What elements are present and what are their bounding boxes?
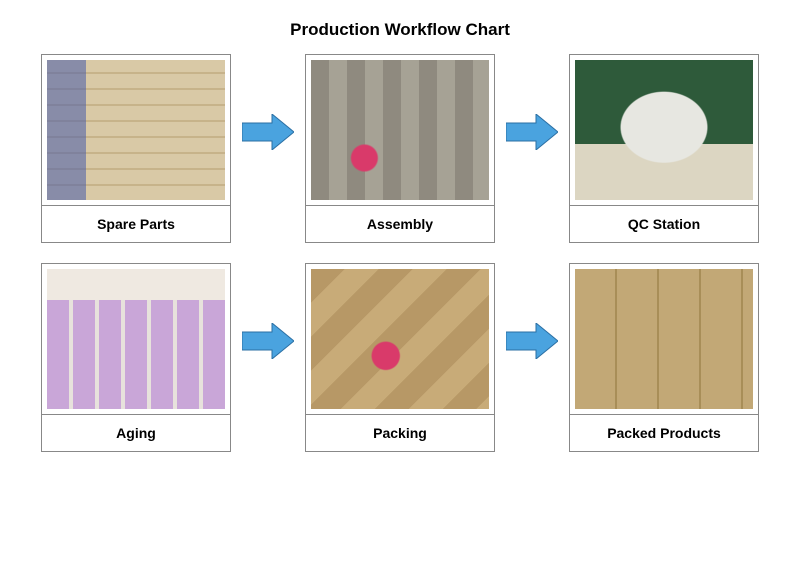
- packing-photo: [311, 269, 489, 409]
- arrow-right-icon: [506, 323, 558, 359]
- photo-frame: [41, 54, 231, 206]
- step-label: Spare Parts: [41, 206, 231, 243]
- step-assembly: Assembly: [305, 54, 495, 243]
- arrow-1: [239, 54, 297, 239]
- arrow-3: [239, 263, 297, 448]
- workflow-grid: Spare Parts Assembly QC Station: [28, 54, 772, 452]
- step-label: Assembly: [305, 206, 495, 243]
- arrow-right-icon: [242, 114, 294, 150]
- step-packing: Packing: [305, 263, 495, 452]
- assembly-photo: [311, 60, 489, 200]
- photo-frame: [569, 263, 759, 415]
- workflow-chart: Production Workflow Chart Spare Parts As…: [0, 0, 800, 565]
- arrow-4: [503, 263, 561, 448]
- step-aging: Aging: [41, 263, 231, 452]
- packed-products-photo: [575, 269, 753, 409]
- photo-frame: [305, 263, 495, 415]
- step-qc-station: QC Station: [569, 54, 759, 243]
- step-spare-parts: Spare Parts: [41, 54, 231, 243]
- photo-frame: [41, 263, 231, 415]
- step-label: Aging: [41, 415, 231, 452]
- photo-frame: [305, 54, 495, 206]
- aging-photo: [47, 269, 225, 409]
- step-label: Packing: [305, 415, 495, 452]
- step-label: QC Station: [569, 206, 759, 243]
- chart-title: Production Workflow Chart: [28, 20, 772, 40]
- qc-station-photo: [575, 60, 753, 200]
- arrow-2: [503, 54, 561, 239]
- step-label: Packed Products: [569, 415, 759, 452]
- arrow-right-icon: [242, 323, 294, 359]
- arrow-right-icon: [506, 114, 558, 150]
- step-packed-products: Packed Products: [569, 263, 759, 452]
- photo-frame: [569, 54, 759, 206]
- spare-parts-photo: [47, 60, 225, 200]
